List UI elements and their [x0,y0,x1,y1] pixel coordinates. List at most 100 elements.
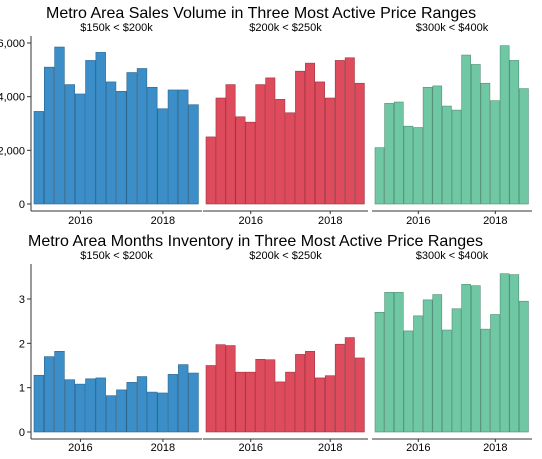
bar [136,376,148,433]
bar [519,88,529,205]
x-tick-label: 2018 [151,215,175,227]
bar [442,329,452,433]
bar [354,357,365,433]
bar [225,345,236,433]
bar [295,354,306,433]
bar [225,84,236,205]
bar [95,377,106,433]
y-tick-label: 4,000 [0,92,25,104]
bar [324,97,335,205]
facet-label: $150k < $200k [80,250,153,262]
x-tick-label: 2016 [238,442,262,454]
bar [147,391,158,433]
bar [44,356,55,433]
sales-chart-title: Metro Area Sales Volume in Three Most Ac… [46,5,477,22]
bar [44,66,55,205]
bar [255,358,266,433]
bar [85,60,96,205]
x-tick-label: 2016 [68,442,92,454]
bar [95,52,106,205]
x-tick-label: 2018 [318,215,342,227]
bar [432,294,443,433]
bar [374,147,385,205]
bar [265,359,276,433]
bar [245,371,256,433]
bar [413,127,423,205]
bar [354,82,365,205]
bar [126,72,137,205]
bar [403,125,414,205]
bar [255,84,266,205]
bar [403,330,414,433]
bar [324,375,335,433]
bar [74,383,86,433]
bar [374,311,385,433]
bar [157,108,168,205]
bar [451,308,462,433]
bar [178,89,189,205]
bar [235,371,246,433]
bar [126,382,137,433]
bar [245,121,256,205]
bar [461,54,471,205]
x-tick-label: 2016 [68,215,92,227]
bar [136,68,148,205]
y-tick-label: 0 [19,427,25,439]
bar [413,315,423,433]
bar [85,378,96,433]
bar [384,292,394,433]
facet-label: $200k < $250k [249,22,322,34]
bar [490,314,500,433]
x-tick-label: 2018 [483,442,507,454]
bar [33,374,45,433]
bar [147,86,158,205]
bar [344,57,355,205]
bar [344,337,355,433]
bar [275,381,286,433]
bar [215,344,226,433]
x-tick-label: 2016 [406,215,430,227]
x-tick-label: 2016 [406,442,430,454]
bar [64,379,75,433]
bar [167,374,179,433]
bar [116,389,127,433]
inventory-chart-title: Metro Area Months Inventory in Three Mos… [28,233,484,250]
bar [315,81,325,205]
bar [470,285,481,433]
facet-label: $300k < $400k [416,250,489,262]
y-tick-label: 2,000 [0,145,25,157]
bar [215,97,226,205]
bar [265,77,276,205]
bar [480,82,491,205]
bar [334,60,345,205]
bar [393,292,404,433]
bar [33,111,45,205]
bar [295,70,306,205]
bar [519,300,529,433]
bar [54,46,65,205]
bar [315,377,325,433]
bar [188,104,199,205]
bar [188,372,199,433]
bar [470,64,481,205]
bar [235,116,246,205]
bar [285,371,296,433]
bar [285,112,296,205]
bar [509,60,520,205]
y-tick-label: 0 [19,199,25,211]
bar [490,100,500,205]
facet-label: $300k < $400k [416,22,489,34]
y-tick-label: 2 [19,338,25,350]
bar [64,84,75,205]
bar [509,274,520,433]
bar [442,105,452,205]
bar [305,62,316,205]
bar [422,86,433,205]
bar [480,328,491,433]
bar [461,284,471,433]
bar [305,351,316,433]
bar [74,93,86,205]
x-tick-label: 2018 [318,442,342,454]
